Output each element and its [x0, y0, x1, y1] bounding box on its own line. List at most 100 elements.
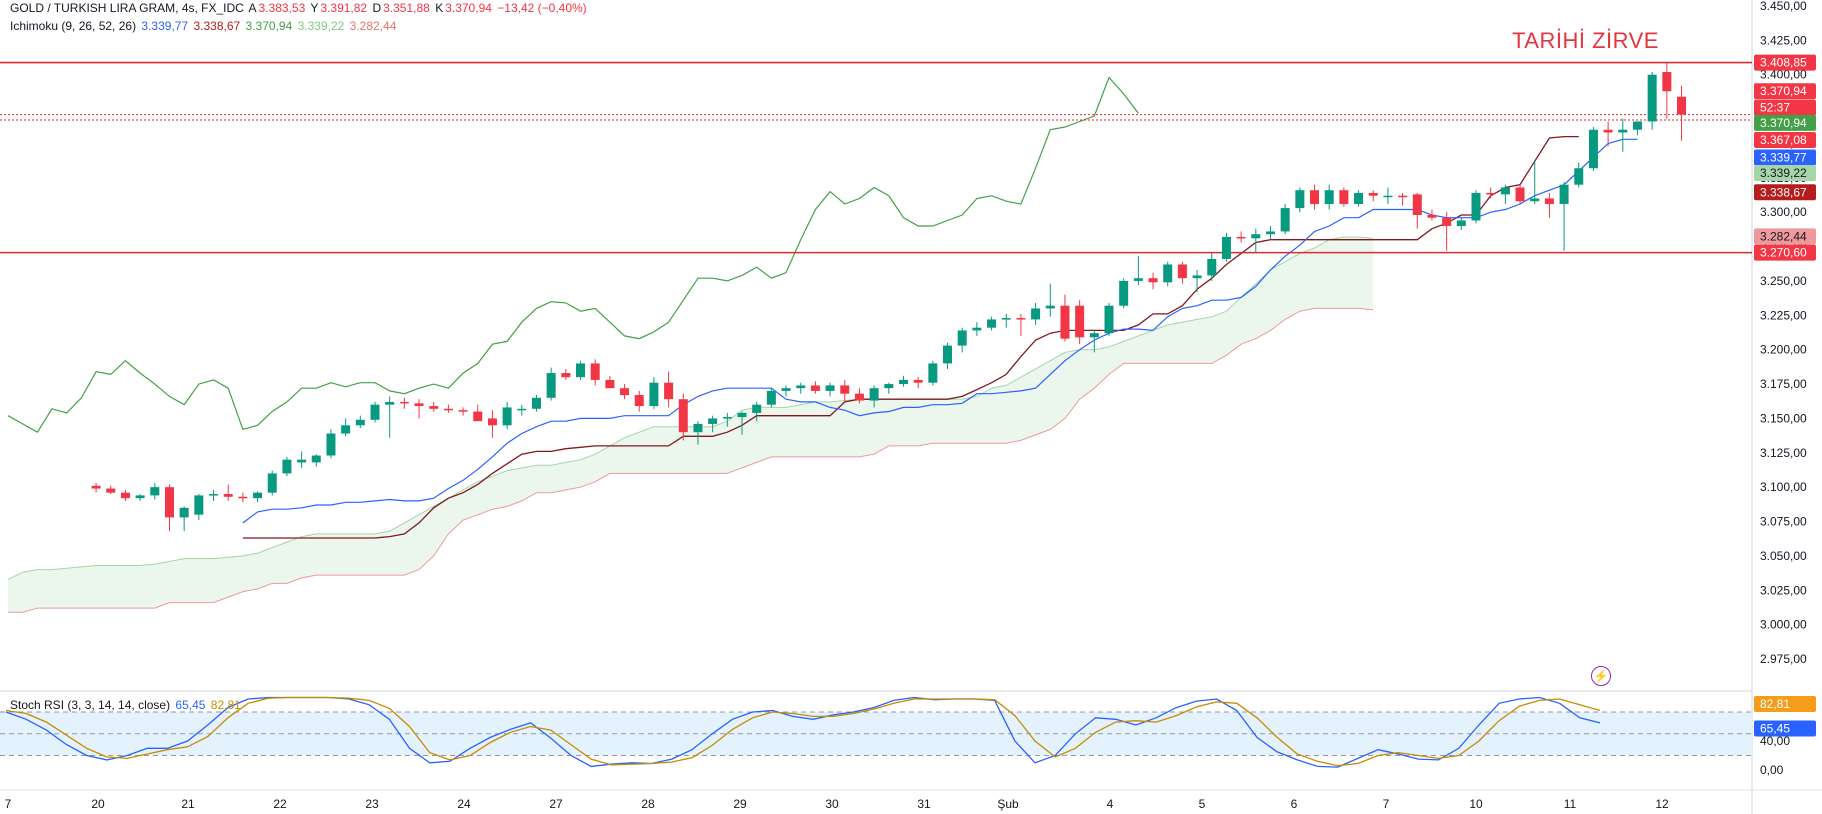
ohlc-low-value: 3.351,88	[383, 1, 430, 15]
price-tick-label: 3.400,00	[1760, 68, 1807, 82]
candle-body	[913, 379, 923, 383]
time-tick-label: 27	[549, 797, 563, 811]
candle-body	[1662, 71, 1672, 92]
candle	[91, 483, 101, 493]
price-tag-bg	[1754, 244, 1816, 261]
candle	[1530, 159, 1540, 204]
stoch-rsi-pane	[0, 696, 1752, 768]
candle-body	[253, 492, 263, 499]
price-tick-label: 2.975,00	[1760, 652, 1807, 666]
candle-body	[1412, 194, 1422, 215]
candle	[693, 421, 703, 445]
candle	[1016, 313, 1026, 336]
price-tick-label: 3.050,00	[1760, 549, 1807, 563]
ichimoku-legend[interactable]: Ichimoku (9, 26, 52, 26) 3.339,77 3.338,…	[10, 19, 398, 33]
candle	[884, 382, 894, 394]
candle-body	[1618, 129, 1628, 133]
price-tag-label: 3.408,85	[1760, 56, 1807, 70]
price-tag: 3.338,67	[1754, 184, 1816, 201]
symbol-legend[interactable]: GOLD / TURKISH LIRA GRAM, 4s, FX_IDC A 3.…	[10, 1, 589, 15]
candle	[854, 388, 864, 404]
time-tick-label: 23	[365, 797, 379, 811]
candle	[752, 401, 762, 422]
candle	[1221, 232, 1231, 262]
candle	[1383, 187, 1393, 204]
candle	[678, 393, 688, 441]
candle	[1618, 118, 1628, 152]
candle-body	[1398, 195, 1408, 198]
price-tick-label: 3.100,00	[1760, 480, 1807, 494]
candle-body	[502, 407, 512, 426]
candle	[1427, 209, 1437, 221]
candle-body	[164, 487, 174, 518]
candle	[546, 367, 556, 401]
time-tick-label: 30	[825, 797, 839, 811]
candle-body	[620, 388, 630, 396]
candle-body	[1251, 234, 1261, 239]
price-tick-label: 3.425,00	[1760, 33, 1807, 47]
stoch-rsi-legend[interactable]: Stoch RSI (3, 3, 14, 14, close) 65,45 82…	[10, 698, 243, 712]
candle-body	[1310, 190, 1320, 204]
candle-body	[810, 385, 820, 391]
time-axis[interactable]: 7 20 21 22 23 24 27 28 29 30 31 Şub 4 5 6 7 10 11 12	[5, 797, 1669, 811]
candle-body	[1515, 187, 1525, 202]
candle	[253, 491, 263, 503]
time-tick-label: 29	[733, 797, 747, 811]
candle-body	[1486, 192, 1496, 195]
candle-body	[898, 379, 908, 385]
candle-body	[1603, 129, 1613, 133]
time-tick-label: 20	[91, 797, 105, 811]
candle-body	[341, 425, 351, 434]
candle-body	[943, 345, 953, 364]
candle	[649, 377, 659, 409]
candle-body	[282, 459, 292, 474]
candle-body	[987, 319, 997, 328]
price-tag-label: 3.367,08	[1760, 133, 1807, 147]
candle-body	[737, 412, 747, 418]
candle	[1544, 192, 1554, 218]
candle	[517, 404, 527, 416]
candlesticks[interactable]	[91, 62, 1687, 532]
candle-body	[1588, 129, 1598, 169]
symbol-title[interactable]: GOLD / TURKISH LIRA GRAM, 4s, FX_IDC	[10, 1, 244, 15]
time-tick-label: 7	[5, 797, 12, 811]
candle-body	[473, 411, 483, 422]
candle	[1251, 228, 1261, 253]
candle-body	[238, 496, 248, 499]
candle-body	[194, 495, 204, 515]
candle-body	[1060, 305, 1070, 339]
record-high-annotation[interactable]: TARİHİ ZİRVE	[1512, 28, 1659, 53]
candle-body	[605, 379, 615, 389]
candle-body	[1544, 198, 1554, 204]
candle-body	[1354, 192, 1364, 204]
candle	[150, 483, 160, 500]
time-tick-label: 10	[1469, 797, 1483, 811]
time-tick-label: 7	[1383, 797, 1390, 811]
candle	[1119, 278, 1129, 309]
candle	[796, 382, 806, 394]
candle-body	[546, 373, 556, 398]
candle-body	[884, 384, 894, 389]
price-tick-label: 3.025,00	[1760, 583, 1807, 597]
price-tag-bg	[1754, 99, 1816, 116]
candle	[458, 407, 468, 416]
candle-body	[1677, 96, 1687, 115]
price-tag-label: 3.270,60	[1760, 246, 1807, 260]
candle	[1677, 85, 1687, 141]
ichimoku-name[interactable]: Ichimoku (9, 26, 52, 26)	[10, 19, 137, 33]
candle	[1500, 184, 1510, 204]
horizontal-levels[interactable]	[0, 61, 1752, 254]
candle-body	[1148, 278, 1158, 283]
stoch-rsi-name[interactable]: Stoch RSI (3, 3, 14, 14, close)	[10, 698, 171, 712]
candle-body	[311, 455, 321, 463]
candle	[1515, 184, 1525, 204]
candle	[1456, 217, 1466, 231]
candle-body	[869, 388, 879, 401]
candle-body	[825, 385, 835, 391]
candle-body	[664, 382, 674, 400]
lightning-icon[interactable]: ⚡	[1591, 666, 1611, 686]
ichimoku-lines	[7, 76, 1638, 613]
candle	[135, 494, 145, 501]
